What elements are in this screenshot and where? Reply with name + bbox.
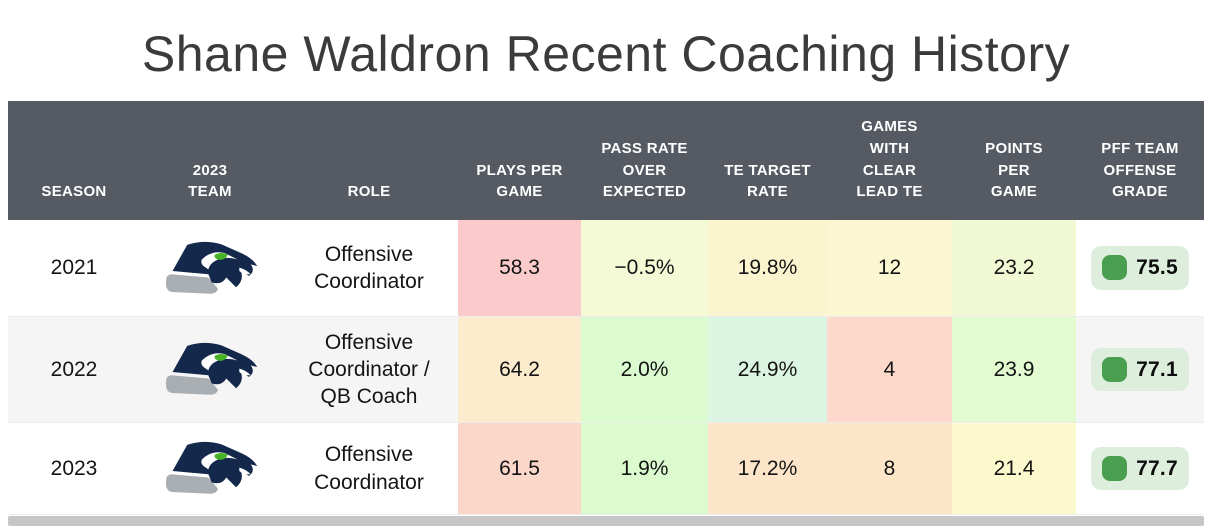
season-cell: 2023 bbox=[50, 456, 98, 480]
pff-grade-cell: 77.7 bbox=[1076, 423, 1204, 514]
pff-grade-cell: 77.1 bbox=[1076, 317, 1204, 422]
column-header-points-per-game: POINTS PER GAME bbox=[985, 139, 1043, 201]
grade-value: 77.7 bbox=[1136, 456, 1178, 480]
page-title: Shane Waldron Recent Coaching History bbox=[141, 26, 1071, 82]
points-per-game-cell: 23.2 bbox=[952, 220, 1076, 316]
grade-badge: 77.7 bbox=[1091, 446, 1189, 491]
team-cell bbox=[140, 317, 280, 422]
pff-grade-cell: 75.5 bbox=[1076, 220, 1204, 316]
horizontal-scrollbar bbox=[8, 516, 1204, 526]
plays-per-game-cell: 61.5 bbox=[458, 423, 581, 514]
season-cell: 2022 bbox=[50, 357, 98, 381]
pass-rate-over-expected-cell: 2.0% bbox=[581, 317, 708, 422]
coaching-history-table: SEASON 2023 TEAM ROLE PLAYS PER GAME PAS… bbox=[8, 101, 1204, 515]
table-row: 2022 Offensive Coordinator / QB Coach 64… bbox=[8, 316, 1204, 422]
grade-value: 77.1 bbox=[1136, 357, 1178, 381]
team-cell bbox=[140, 220, 280, 316]
te-target-rate-cell: 17.2% bbox=[708, 423, 827, 514]
grade-color-chip-icon bbox=[1102, 255, 1128, 281]
points-per-game-cell: 21.4 bbox=[952, 423, 1076, 514]
table-row: 2023 Offensive Coordinator 61.5 1.9% 17.… bbox=[8, 422, 1204, 515]
column-header-pff-team-offense-grade: PFF TEAM OFFENSE GRADE bbox=[1101, 139, 1179, 201]
column-header-te-target-rate: TE TARGET RATE bbox=[724, 161, 811, 201]
pass-rate-over-expected-cell: 1.9% bbox=[581, 423, 708, 514]
team-cell bbox=[140, 423, 280, 514]
grade-color-chip-icon bbox=[1102, 455, 1128, 481]
grade-badge: 75.5 bbox=[1091, 246, 1189, 290]
role-cell: Offensive Coordinator bbox=[314, 242, 424, 293]
te-target-rate-cell: 19.8% bbox=[708, 220, 827, 316]
plays-per-game-cell: 64.2 bbox=[458, 317, 581, 422]
column-header-season: SEASON bbox=[41, 183, 107, 201]
seahawks-logo-icon bbox=[166, 441, 258, 494]
column-header-plays-per-game: PLAYS PER GAME bbox=[476, 161, 563, 201]
pass-rate-over-expected-cell: −0.5% bbox=[581, 220, 708, 316]
games-with-clear-lead-te-cell: 4 bbox=[827, 317, 952, 422]
plays-per-game-cell: 58.3 bbox=[458, 220, 581, 316]
table-row: 2021 Offensive Coordinator 58.3 −0.5% 19… bbox=[8, 220, 1204, 316]
seahawks-logo-icon bbox=[166, 342, 258, 395]
column-header-pass-rate-over-expected: PASS RATE OVER EXPECTED bbox=[601, 139, 688, 201]
grade-color-chip-icon bbox=[1102, 356, 1128, 382]
role-cell: Offensive Coordinator bbox=[314, 443, 424, 494]
column-header-team: 2023 TEAM bbox=[188, 161, 232, 201]
table-header-row: SEASON 2023 TEAM ROLE PLAYS PER GAME PAS… bbox=[8, 101, 1204, 220]
role-cell: Offensive Coordinator / QB Coach bbox=[308, 330, 430, 409]
grade-badge: 77.1 bbox=[1091, 347, 1189, 392]
column-header-games-with-clear-lead-te: GAMES WITH CLEAR LEAD TE bbox=[856, 118, 923, 201]
grade-value: 75.5 bbox=[1136, 256, 1178, 280]
horizontal-scrollbar-thumb[interactable] bbox=[8, 516, 1204, 526]
season-cell: 2021 bbox=[50, 256, 98, 280]
seahawks-logo-icon bbox=[166, 241, 258, 294]
games-with-clear-lead-te-cell: 12 bbox=[827, 220, 952, 316]
points-per-game-cell: 23.9 bbox=[952, 317, 1076, 422]
te-target-rate-cell: 24.9% bbox=[708, 317, 827, 422]
column-header-role: ROLE bbox=[347, 183, 391, 201]
games-with-clear-lead-te-cell: 8 bbox=[827, 423, 952, 514]
